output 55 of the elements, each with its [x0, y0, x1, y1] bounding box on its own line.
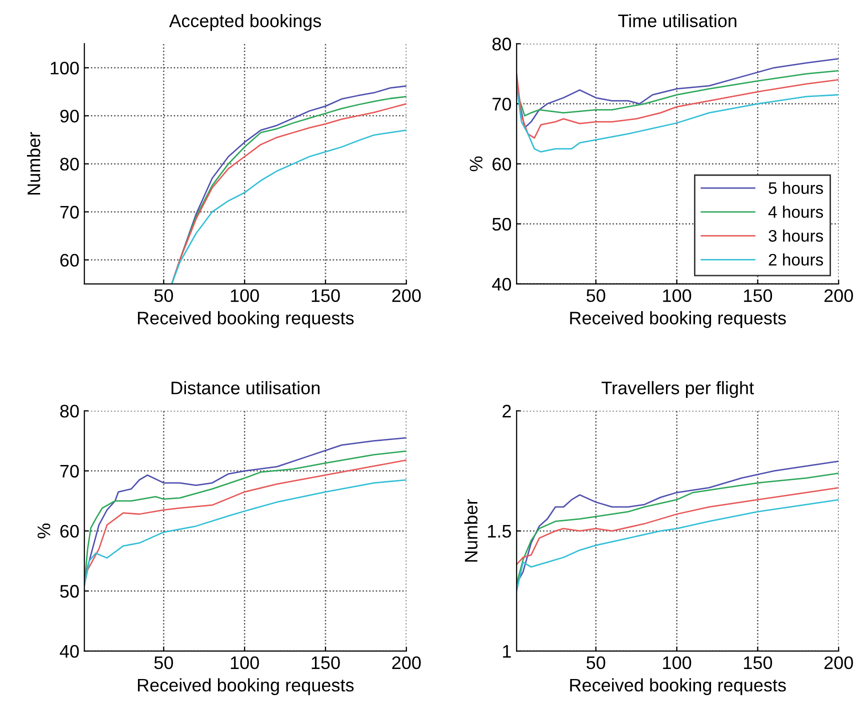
x-axis-title: Received booking requests	[138, 311, 354, 328]
x-tick-label: 50	[586, 289, 606, 302]
line-series	[516, 73, 839, 139]
x-tick-label: 50	[586, 656, 606, 670]
y-tick-label: 60	[60, 254, 79, 267]
line-series	[516, 85, 839, 153]
x-axis-title: Received booking requests	[570, 311, 786, 328]
x-tick-label: 150	[312, 656, 340, 670]
line-series	[516, 487, 839, 566]
chart-title: Travellers per flight	[602, 381, 754, 398]
line-series	[516, 499, 839, 592]
y-tick-label: 50	[492, 218, 512, 231]
y-tick-label: 60	[492, 158, 512, 171]
x-axis-title: Received booking requests	[570, 678, 786, 696]
y-axis-title: Number	[27, 132, 40, 194]
x-axis-title: Received booking requests	[138, 678, 354, 696]
legend-label: 5 hours	[768, 182, 824, 194]
x-tick-label: 50	[154, 289, 174, 302]
x-tick-label: 200	[824, 289, 853, 302]
x-tick-label: 150	[744, 656, 772, 670]
x-tick-label: 200	[392, 656, 421, 670]
y-axis-title: %	[470, 156, 482, 172]
y-tick-label: 70	[60, 206, 79, 219]
y-tick-label: 100	[50, 62, 79, 74]
legend-label: 2 hours	[768, 253, 824, 266]
x-tick-label: 100	[230, 289, 259, 302]
x-tick-label: 100	[663, 289, 692, 302]
legend-label: 4 hours	[768, 206, 824, 218]
y-tick-label: 90	[60, 110, 79, 123]
x-tick-label: 50	[154, 656, 174, 670]
x-tick-label: 150	[744, 289, 772, 302]
y-tick-label: 80	[492, 38, 512, 50]
y-tick-label: 1.5	[488, 525, 511, 538]
chart-title: Distance utilisation	[172, 381, 320, 394]
y-tick-label: 40	[492, 278, 512, 291]
y-tick-label: 1	[503, 645, 511, 658]
x-tick-label: 100	[230, 656, 259, 670]
y-axis-title: Number	[464, 499, 478, 562]
line-series	[84, 479, 406, 586]
y-tick-label: 40	[60, 644, 79, 658]
y-tick-label: 80	[60, 404, 79, 418]
legend-label: 3 hours	[768, 230, 824, 242]
y-tick-label: 70	[60, 464, 79, 478]
y-tick-label: 60	[60, 524, 79, 538]
chart-title: Time utilisation	[618, 14, 736, 28]
x-tick-label: 200	[824, 656, 853, 670]
chart-title: Accepted bookings	[169, 14, 322, 31]
y-tick-label: 50	[60, 584, 79, 598]
y-tick-label: 70	[492, 98, 512, 111]
y-tick-label: 2	[502, 404, 511, 418]
y-tick-label: 80	[60, 158, 79, 171]
x-tick-label: 150	[312, 289, 340, 302]
x-tick-label: 200	[392, 289, 421, 302]
x-tick-label: 100	[663, 656, 692, 670]
y-axis-title: %	[38, 524, 50, 538]
